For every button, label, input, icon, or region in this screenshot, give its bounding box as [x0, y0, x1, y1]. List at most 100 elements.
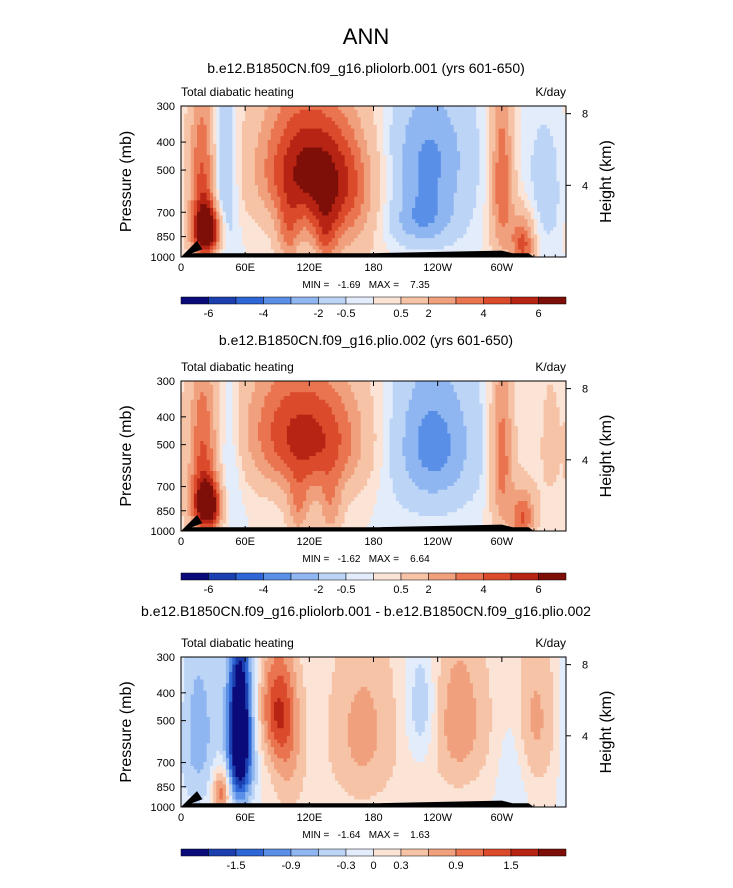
- contour-cell: [344, 143, 349, 148]
- contour-cell: [460, 230, 464, 235]
- contour-cell: [540, 132, 544, 137]
- contour-cell: [328, 200, 333, 205]
- contour-cell: [251, 204, 256, 209]
- contour-cell: [489, 151, 493, 156]
- contour-cell: [248, 106, 252, 111]
- colorbar-label: -2: [314, 308, 324, 320]
- contour-cell: [193, 173, 198, 179]
- contour-cell: [312, 189, 317, 194]
- contour-cell: [527, 170, 532, 175]
- contour-cell: [190, 139, 195, 145]
- contour-cell: [392, 230, 397, 235]
- contour-cell: [492, 207, 496, 213]
- contour-cell: [184, 106, 188, 111]
- contour-cell: [203, 162, 208, 167]
- contour-cell: [540, 147, 544, 152]
- contour-cell: [222, 132, 227, 137]
- contour-cell: [335, 245, 339, 250]
- contour-cell: [286, 215, 291, 220]
- contour-cell: [235, 241, 240, 247]
- contour-cell: [293, 166, 297, 171]
- contour-cell: [405, 245, 410, 250]
- contour-cell: [373, 121, 378, 126]
- contour-cell: [335, 207, 339, 213]
- contour-cell: [501, 223, 506, 228]
- contour-cell: [235, 106, 240, 111]
- contour-cell: [344, 170, 349, 175]
- contour-cell: [521, 124, 525, 130]
- contour-cell: [344, 234, 349, 239]
- contour-cell: [251, 143, 256, 148]
- contour-cell: [338, 196, 342, 201]
- contour-cell: [309, 245, 313, 250]
- contour-cell: [184, 249, 188, 254]
- contour-cell: [322, 132, 326, 137]
- contour-cell: [514, 143, 519, 148]
- contour-cell: [508, 245, 512, 250]
- contour-cell: [315, 162, 320, 167]
- contour-cell: [460, 234, 464, 239]
- contour-cell: [318, 189, 323, 194]
- contour-cell: [553, 249, 557, 254]
- contour-cell: [351, 158, 355, 164]
- contour-cell: [229, 151, 233, 156]
- contour-cell: [328, 230, 333, 235]
- contour-cell: [546, 219, 551, 224]
- contour-cell: [428, 249, 432, 254]
- contour-cell: [498, 219, 503, 224]
- contour-cell: [373, 113, 378, 118]
- contour-cell: [498, 151, 503, 156]
- contour-cell: [379, 204, 384, 209]
- contour-cell: [543, 223, 548, 228]
- contour-cell: [229, 128, 233, 133]
- contour-cell: [312, 136, 317, 141]
- contour-cell: [540, 215, 544, 220]
- contour-cell: [392, 173, 397, 179]
- contour-cell: [280, 219, 285, 224]
- contour-cell: [248, 139, 252, 145]
- contour-cell: [559, 253, 564, 258]
- contour-cell: [238, 132, 243, 137]
- contour-cell: [286, 241, 291, 247]
- contour-cell: [540, 155, 544, 160]
- contour-cell: [267, 139, 272, 145]
- contour-cell: [270, 177, 275, 182]
- colorbar-swatch: [400, 296, 429, 305]
- contour-cell: [181, 143, 185, 148]
- contour-cell: [325, 109, 329, 114]
- contour-cell: [485, 226, 490, 231]
- contour-cell: [412, 204, 416, 209]
- contour-cell: [476, 185, 480, 190]
- contour-cell: [485, 106, 490, 111]
- contour-cell: [229, 207, 233, 213]
- contour-cell: [267, 143, 272, 148]
- contour-cell: [546, 173, 551, 179]
- contour-cell: [318, 170, 323, 175]
- contour-cell: [472, 162, 477, 167]
- contour-cell: [402, 147, 406, 152]
- contour-cell: [283, 143, 288, 148]
- contour-cell: [479, 106, 483, 111]
- contour-cell: [456, 158, 461, 164]
- contour-cell: [514, 185, 519, 190]
- contour-cell: [392, 109, 397, 114]
- contour-cell: [241, 128, 246, 133]
- contour-cell: [408, 136, 413, 141]
- contour-cell: [386, 128, 390, 133]
- contour-cell: [302, 121, 307, 126]
- contour-cell: [248, 226, 252, 231]
- contour-cell: [354, 128, 358, 133]
- contour-cell: [437, 207, 442, 213]
- contour-cell: [514, 106, 519, 111]
- contour-cell: [463, 132, 467, 137]
- contour-cell: [456, 136, 461, 141]
- contour-cell: [213, 155, 217, 160]
- contour-cell: [453, 121, 458, 126]
- contour-cell: [517, 139, 522, 145]
- contour-cell: [562, 226, 567, 231]
- contour-cell: [524, 113, 528, 118]
- contour-cell: [546, 181, 551, 186]
- contour-cell: [267, 158, 272, 164]
- contour-cell: [181, 185, 185, 190]
- contour-cell: [248, 185, 252, 190]
